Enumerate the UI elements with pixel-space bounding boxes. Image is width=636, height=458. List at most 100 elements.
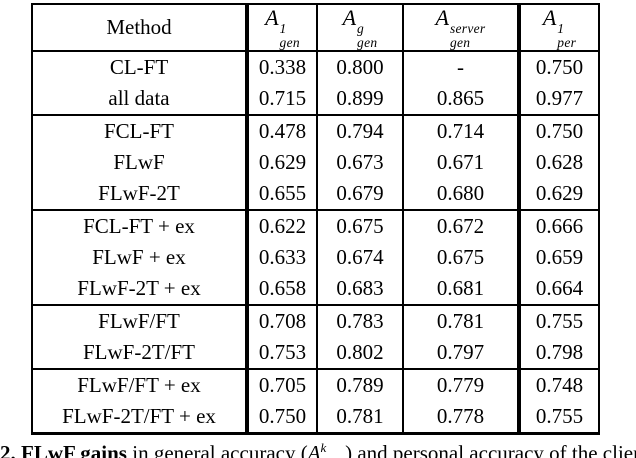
table-row: FLwF 0.629 0.673 0.671 0.628 xyxy=(32,147,600,179)
metric-cell: 0.798 xyxy=(519,337,600,370)
metric-scripts: server gen xyxy=(449,21,486,51)
metric-cell: 0.629 xyxy=(247,147,318,179)
metric-cell: 0.672 xyxy=(403,210,521,243)
metric-scripts: 1 per xyxy=(557,21,577,51)
metric-cell: 0.708 xyxy=(247,305,318,338)
metric-cell: 0.633 xyxy=(247,242,318,274)
metric-cell: 0.755 xyxy=(519,305,600,338)
metric-cell: 0.673 xyxy=(317,147,404,179)
metric-subscript: per xyxy=(557,35,577,51)
metric-symbol: A xyxy=(542,5,557,30)
metric-cell: 0.755 xyxy=(519,401,600,434)
metric-cell: 0.659 xyxy=(519,242,600,274)
metric-cell: 0.666 xyxy=(519,210,600,243)
metric-cell: 0.750 xyxy=(519,51,600,84)
metric-cell: 0.778 xyxy=(403,401,521,434)
metric-cell: 0.658 xyxy=(247,273,318,306)
table-caption: 2. FLwF gains in general accuracy (Akgen… xyxy=(0,442,636,458)
metric-scripts: g gen xyxy=(357,21,378,51)
metric-superscript: g xyxy=(357,21,365,36)
metric-cell: 0.800 xyxy=(317,51,404,84)
metric-cell: 0.899 xyxy=(317,83,404,116)
table-row: FLwF/FT + ex 0.705 0.789 0.779 0.748 xyxy=(32,369,600,402)
method-cell: CL-FT xyxy=(32,51,249,84)
table-row: FCL-FT + ex 0.622 0.675 0.672 0.666 xyxy=(32,210,600,243)
metric-cell: 0.783 xyxy=(317,305,404,338)
metric-cell: 0.781 xyxy=(317,401,404,434)
metric-cell: 0.781 xyxy=(403,305,521,338)
table-group-finetune: FLwF/FT 0.708 0.783 0.781 0.755 FLwF-2T/… xyxy=(32,305,600,370)
method-cell: FLwF-2T xyxy=(32,178,249,211)
table-row: FLwF-2T/FT + ex 0.750 0.781 0.778 0.755 xyxy=(32,401,600,434)
metric-cell: 0.715 xyxy=(247,83,318,116)
metric-cell: - xyxy=(403,51,521,84)
metric-subscript: gen xyxy=(449,35,471,51)
metric-cell: 0.779 xyxy=(403,369,521,402)
metric-cell: 0.671 xyxy=(403,147,521,179)
method-cell: FLwF/FT + ex xyxy=(32,369,249,402)
metric-symbol: A xyxy=(342,5,357,30)
table-row: FCL-FT 0.478 0.794 0.714 0.750 xyxy=(32,115,600,148)
method-cell: FCL-FT + ex xyxy=(32,210,249,243)
caption-math-superscript: k xyxy=(320,442,327,455)
table-row: FLwF + ex 0.633 0.674 0.675 0.659 xyxy=(32,242,600,274)
metric-cell: 0.629 xyxy=(519,178,600,211)
metric-cell: 0.750 xyxy=(247,401,318,434)
metric-symbol: A xyxy=(265,5,279,30)
table-group-fcl: FCL-FT 0.478 0.794 0.714 0.750 FLwF 0.62… xyxy=(32,115,600,211)
metric-cell: 0.675 xyxy=(403,242,521,274)
metric-symbol: A xyxy=(435,5,449,30)
method-cell: all data xyxy=(32,83,249,116)
metric-cell: 0.478 xyxy=(247,115,318,148)
metric-cell: 0.789 xyxy=(317,369,404,402)
metric-cell: 0.674 xyxy=(317,242,404,274)
table-group-exemplars: FCL-FT + ex 0.622 0.675 0.672 0.666 FLwF… xyxy=(32,210,600,306)
metric-scripts: 1 gen xyxy=(279,21,300,51)
caption-number: 2. FLwF gains xyxy=(0,442,127,458)
metric-superscript: 1 xyxy=(279,21,287,36)
table-row: all data 0.715 0.899 0.865 0.977 xyxy=(32,83,600,116)
metric-header-cell: A 1 per xyxy=(519,4,600,53)
table-row: FLwF-2T/FT 0.753 0.802 0.797 0.798 xyxy=(32,337,600,370)
method-cell: FLwF-2T + ex xyxy=(32,273,249,306)
metric-cell: 0.753 xyxy=(247,337,318,370)
metric-cell: 0.797 xyxy=(403,337,521,370)
metric-cell: 0.977 xyxy=(519,83,600,116)
metric-cell: 0.750 xyxy=(519,115,600,148)
caption-text: in general accuracy ( xyxy=(126,442,308,458)
metric-cell: 0.679 xyxy=(317,178,404,211)
metric-subscript: gen xyxy=(357,35,378,51)
method-cell: FLwF-2T/FT + ex xyxy=(32,401,249,434)
metric-cell: 0.705 xyxy=(247,369,318,402)
table-group-baselines: CL-FT 0.338 0.800 - 0.750 all data 0.715… xyxy=(32,51,600,116)
metric-header-cell: A 1 gen xyxy=(247,4,318,53)
caption-text-tail: ) and personal accuracy of the clients xyxy=(345,442,636,458)
metric-subscript: gen xyxy=(279,35,300,51)
metric-cell: 0.748 xyxy=(519,369,600,402)
table-row: FLwF-2T 0.655 0.679 0.680 0.629 xyxy=(32,178,600,211)
metric-cell: 0.865 xyxy=(403,83,521,116)
metric-cell: 0.681 xyxy=(403,273,521,306)
metric-cell: 0.622 xyxy=(247,210,318,243)
metric-cell: 0.683 xyxy=(317,273,404,306)
metric-superscript: server xyxy=(449,21,486,36)
metric-cell: 0.794 xyxy=(317,115,404,148)
metric-cell: 0.338 xyxy=(247,51,318,84)
metric-cell: 0.628 xyxy=(519,147,600,179)
metric-cell: 0.655 xyxy=(247,178,318,211)
table-row: FLwF/FT 0.708 0.783 0.781 0.755 xyxy=(32,305,600,338)
caption-math-symbol: A xyxy=(307,442,321,458)
metric-cell: 0.664 xyxy=(519,273,600,306)
metric-cell: 0.802 xyxy=(317,337,404,370)
table-row: FLwF-2T + ex 0.658 0.683 0.681 0.664 xyxy=(32,273,600,306)
method-cell: FLwF xyxy=(32,147,249,179)
method-cell: FLwF-2T/FT xyxy=(32,337,249,370)
metric-cell: 0.714 xyxy=(403,115,521,148)
metric-cell: 0.680 xyxy=(403,178,521,211)
